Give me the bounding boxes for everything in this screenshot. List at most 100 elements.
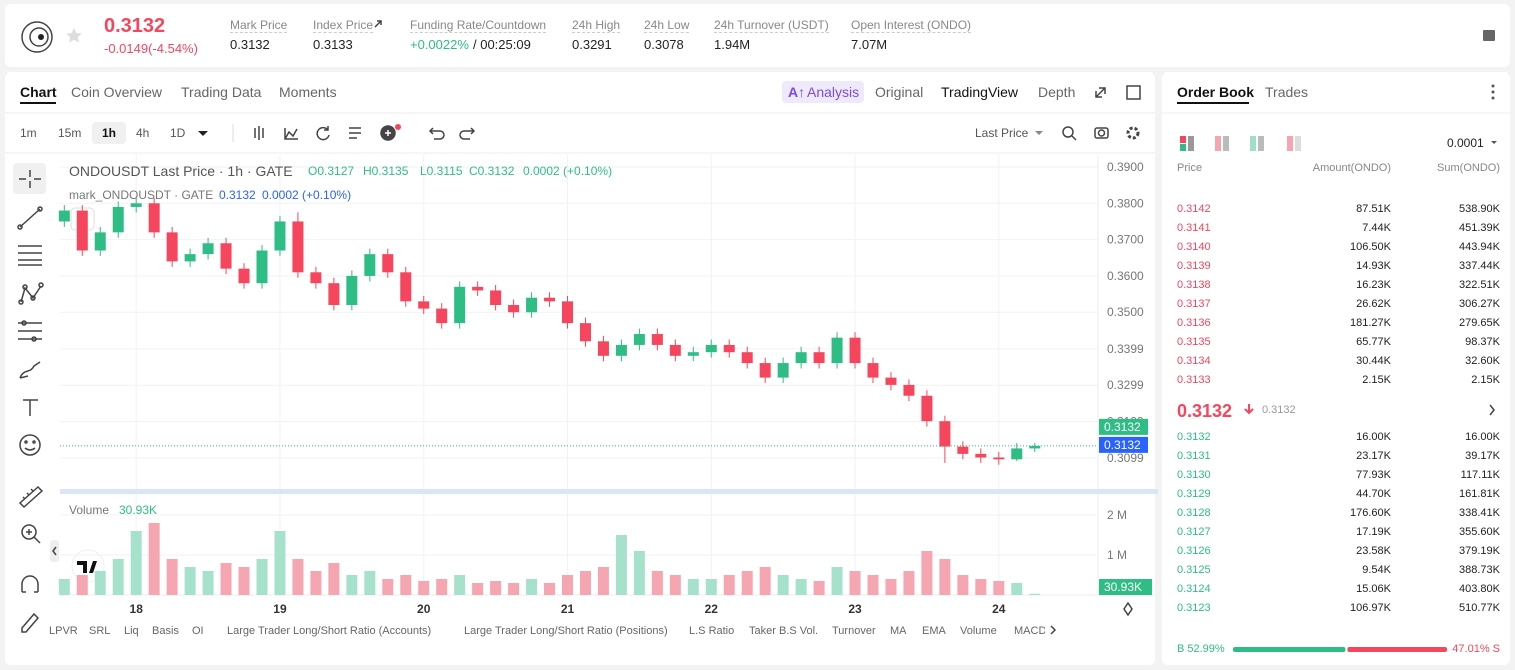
analysis-icon: A↑ [788,84,805,100]
indicator[interactable]: MACD [1014,626,1045,637]
book-price[interactable]: 0.3126 [1177,545,1211,557]
book-sum: 32.60K [1465,355,1500,367]
view-tab[interactable]: TradingView [941,84,1019,100]
panel-icon[interactable] [1483,30,1495,41]
volume-bar [472,583,484,595]
volume-bar [202,571,214,595]
indicator[interactable]: Taker B.S Vol. [749,625,819,637]
volume-bar [957,575,969,595]
stat-value: 0.3291 [572,37,612,52]
mid-chevron[interactable] [1489,404,1495,416]
book-price[interactable]: 0.3138 [1177,279,1211,291]
indicator[interactable]: EMA [922,625,946,637]
indicator[interactable]: MA [890,625,907,637]
candle-body [651,334,663,345]
interval-caret[interactable] [198,131,208,136]
book-price[interactable]: 0.3132 [1177,431,1211,443]
interval[interactable]: 1h [102,126,117,140]
interval[interactable]: 1m [20,126,37,140]
tab[interactable]: Trading Data [181,84,262,100]
candle-body [400,272,412,302]
book-sum: 388.73K [1459,564,1500,576]
book-price[interactable]: 0.3139 [1177,260,1211,272]
book-price[interactable]: 0.3136 [1177,317,1211,329]
indicator[interactable]: Basis [152,625,179,637]
indicator[interactable]: OI [192,625,204,637]
stat-label: Funding Rate/Countdown [410,18,547,33]
book-price[interactable]: 0.3134 [1177,355,1211,367]
settings-icon[interactable] [1123,601,1133,617]
indicator[interactable]: SRL [89,625,111,637]
book-sum: 306.27K [1459,298,1500,310]
book-price[interactable]: 0.3142 [1177,203,1211,215]
view-tab[interactable]: Depth [1038,84,1076,100]
indicator[interactable]: Liq [124,625,139,637]
volume-bar [238,567,250,595]
book-price[interactable]: 0.3141 [1177,222,1211,234]
interval[interactable]: 4h [136,126,150,140]
indicator[interactable]: Turnover [832,625,876,637]
volume-bar [939,559,951,595]
candle-body [849,337,861,364]
view-tab[interactable]: Analysis [807,84,860,100]
order-book-tab[interactable]: Order Book [1177,84,1255,100]
tab[interactable]: Moments [279,84,337,100]
indicator-scroll[interactable] [1050,625,1057,635]
book-price[interactable]: 0.3133 [1177,374,1211,386]
price-type-caret[interactable] [1035,131,1043,135]
volume-bar [669,575,681,595]
book-price[interactable]: 0.3135 [1177,336,1211,348]
tab[interactable]: Chart [20,84,57,100]
interval[interactable]: 1D [170,126,186,140]
price-tag [1099,418,1148,435]
order-book-tab[interactable]: Trades [1265,84,1309,100]
last-price: 0.3132 [104,15,166,37]
book-price[interactable]: 0.3129 [1177,488,1211,500]
book-price[interactable]: 0.3130 [1177,469,1211,481]
indicator[interactable]: LPVR [49,625,78,637]
y-tick-label: 0.3800 [1107,196,1144,210]
volume-tag [1099,579,1152,595]
view-tab[interactable]: Original [875,84,924,100]
book-sum: 538.90K [1459,203,1500,215]
candle-body [939,421,951,447]
collapse-button[interactable] [50,540,59,562]
candle-body [831,337,843,364]
precision[interactable]: 0.0001 [1447,136,1484,150]
drawing-tools[interactable] [13,163,46,633]
candle-body [328,283,340,305]
volume-bar [544,583,556,595]
indicator[interactable]: Volume [960,625,997,637]
favorite-star[interactable] [66,28,82,43]
indicator[interactable]: L.S Ratio [689,625,735,637]
indicator[interactable]: Large Trader Long/Short Ratio (Positions… [464,625,668,637]
price-type[interactable]: Last Price [975,126,1029,140]
expand-icon[interactable] [1095,87,1106,98]
book-price[interactable]: 0.3131 [1177,450,1211,462]
volume-bar [795,579,807,595]
book-amount: 7.44K [1362,222,1391,234]
buy-ratio-bar [1233,647,1346,652]
book-price[interactable]: 0.3137 [1177,298,1211,310]
book-price[interactable]: 0.3128 [1177,507,1211,519]
window-icon[interactable] [1126,85,1141,100]
indicator[interactable]: Large Trader Long/Short Ratio (Accounts) [227,625,432,637]
toolbar-icons[interactable] [254,125,1140,141]
book-price[interactable]: 0.3127 [1177,526,1211,538]
kebab-icon[interactable] [1491,84,1495,100]
book-amount: 30.44K [1356,355,1391,367]
depth-view-icons[interactable] [1180,136,1301,151]
analysis-pill[interactable] [782,81,864,103]
candle-body [723,344,735,353]
book-price[interactable]: 0.3123 [1177,602,1211,614]
book-price[interactable]: 0.3125 [1177,564,1211,576]
book-price[interactable]: 0.3124 [1177,583,1211,595]
tab[interactable]: Coin Overview [71,84,163,100]
volume-bar [454,575,466,595]
book-price[interactable]: 0.3140 [1177,241,1211,253]
volume-bar [130,531,142,595]
volume-bar [849,571,861,595]
candle-body [885,377,897,385]
interval[interactable]: 15m [58,126,82,140]
precision-caret[interactable] [1491,141,1497,144]
